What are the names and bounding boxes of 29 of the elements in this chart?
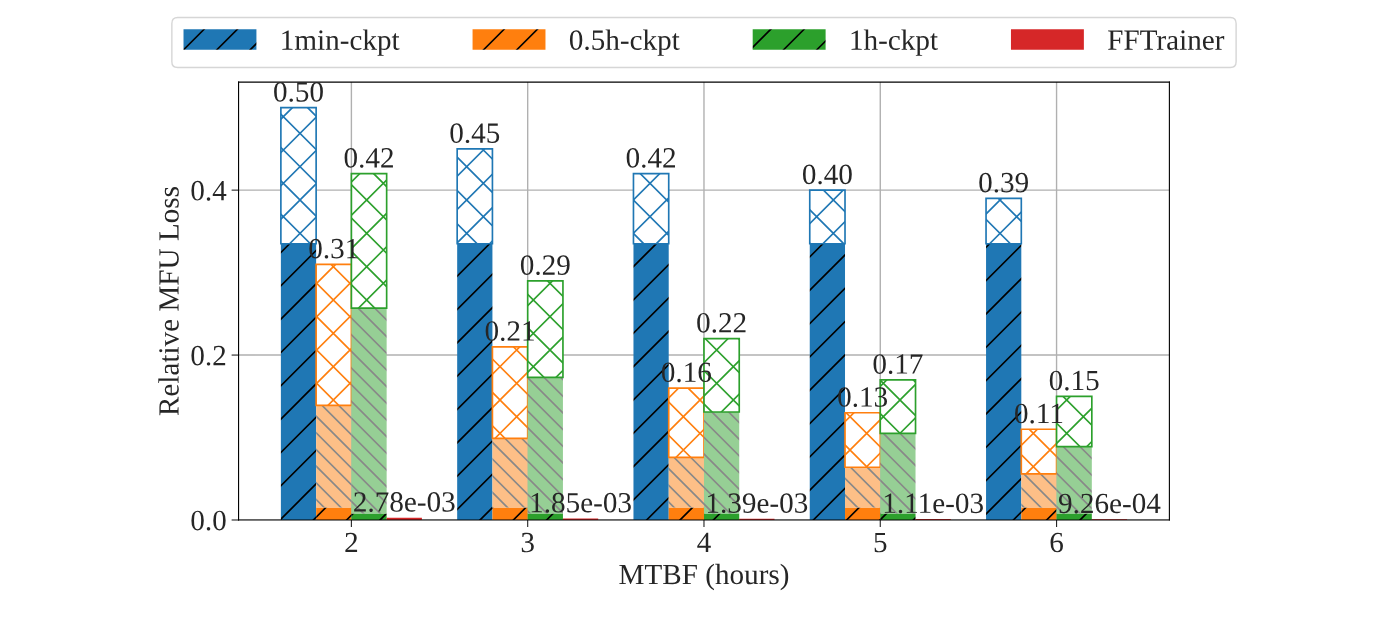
data-label: 0.29 xyxy=(520,255,570,276)
data-label: 1.11e-03 xyxy=(884,493,983,514)
x-tick-label: 3 xyxy=(521,532,534,553)
legend-label: 1h-ckpt xyxy=(851,29,938,56)
data-label: 1.39e-03 xyxy=(708,493,808,514)
x-tick-label: 2 xyxy=(345,532,358,553)
data-label: 0.45 xyxy=(450,123,500,144)
data-label: 0.40 xyxy=(802,164,852,185)
x-tick-label: 6 xyxy=(1050,532,1063,553)
legend-label: FFTrainer xyxy=(1108,30,1225,50)
y-tick-label: 0.0 xyxy=(191,510,226,531)
x-tick-label: 5 xyxy=(874,532,887,553)
y-axis-title: Relative MFU Loss xyxy=(158,187,179,416)
data-label: 9.26e-04 xyxy=(1058,493,1161,514)
legend-label: 1min-ckpt xyxy=(282,29,400,56)
data-label: 1.85e-03 xyxy=(531,492,631,513)
x-tick-label: 4 xyxy=(697,532,711,553)
y-tick-label: 0.4 xyxy=(191,180,227,201)
data-label: 0.39 xyxy=(979,172,1028,193)
data-label: 0.42 xyxy=(626,148,675,168)
data-label: 0.50 xyxy=(274,82,323,102)
data-label: 0.15 xyxy=(1049,370,1099,391)
y-tick-label: 0.2 xyxy=(191,345,226,366)
data-label: 2.78e-03 xyxy=(354,492,455,512)
data-label: 0.22 xyxy=(697,312,746,333)
data-label: 0.17 xyxy=(873,354,923,375)
x-axis-title: MTBF (hours) xyxy=(619,563,789,591)
data-label: 0.42 xyxy=(344,148,393,168)
legend-label: 0.5h-ckpt xyxy=(569,29,680,56)
